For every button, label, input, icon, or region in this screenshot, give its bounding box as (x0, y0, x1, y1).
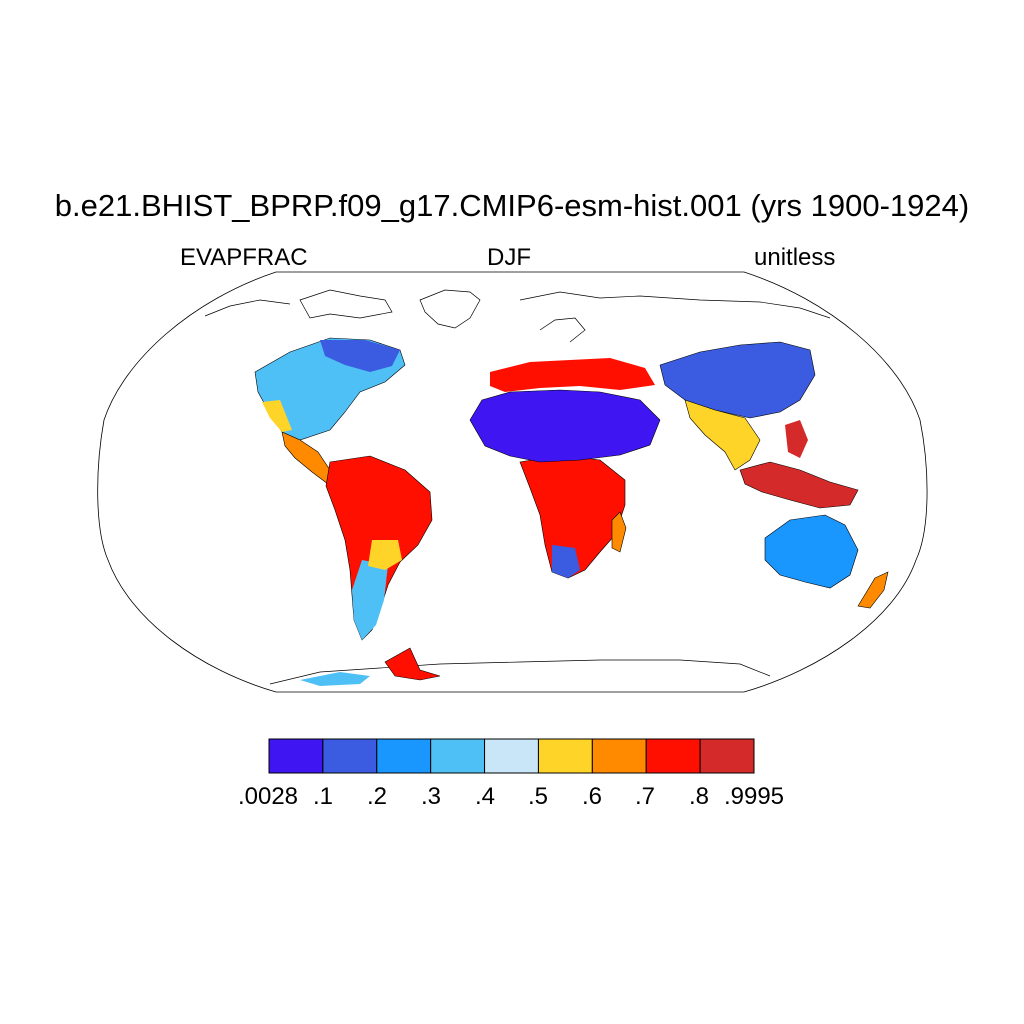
region-south-asia (684, 399, 761, 471)
region-antarctic-edge (300, 672, 370, 686)
colorbar-tick-label: .1 (312, 783, 334, 810)
region-new-zealand (857, 571, 889, 609)
colorbar-box (537, 738, 593, 774)
colorbar-box (376, 738, 432, 774)
colorbar-box (322, 738, 378, 774)
variable-label: EVAPFRAC (180, 244, 308, 271)
region-africa-south-dry (552, 545, 580, 578)
colorbar-tick-label: .3 (420, 783, 442, 810)
colorbar-box (430, 738, 486, 774)
colorbar-tick-label: .5 (527, 783, 549, 810)
region-australia (764, 514, 859, 589)
region-south-america-dry (368, 540, 402, 570)
region-madagascar (611, 511, 627, 553)
colorbar (268, 738, 755, 774)
colorbar-box (268, 738, 324, 774)
units-label: unitless (754, 244, 836, 271)
colorbar-box (484, 738, 539, 774)
colorbar-tick-label: .7 (634, 783, 656, 810)
colorbar-box (591, 738, 647, 774)
region-philippines (785, 420, 808, 458)
colorbar-tick-label: .2 (366, 783, 388, 810)
colorbar-box (645, 738, 701, 774)
colorbar-tick-label: .6 (581, 783, 603, 810)
region-mediterranean (490, 358, 655, 392)
region-canada-blue (320, 340, 400, 372)
polar-coastlines (204, 289, 831, 685)
region-sahara (469, 389, 661, 463)
region-southeast-asia (739, 461, 859, 509)
plot-title: b.e21.BHIST_BPRP.f09_g17.CMIP6-esm-hist.… (54, 188, 970, 223)
colorbar-tick-label: .8 (688, 783, 710, 810)
region-africa-south (519, 454, 626, 579)
region-south-america-south (352, 560, 388, 640)
season-label: DJF (487, 244, 531, 271)
region-mexico-orange (262, 400, 292, 432)
colorbar-tick-label: .0028 (237, 783, 299, 810)
colorbar-tick-label: .4 (474, 783, 496, 810)
colorbar-box (699, 738, 755, 774)
colorbar-tick-label: .9995 (723, 783, 785, 810)
region-antarctic-peninsula (384, 647, 441, 681)
